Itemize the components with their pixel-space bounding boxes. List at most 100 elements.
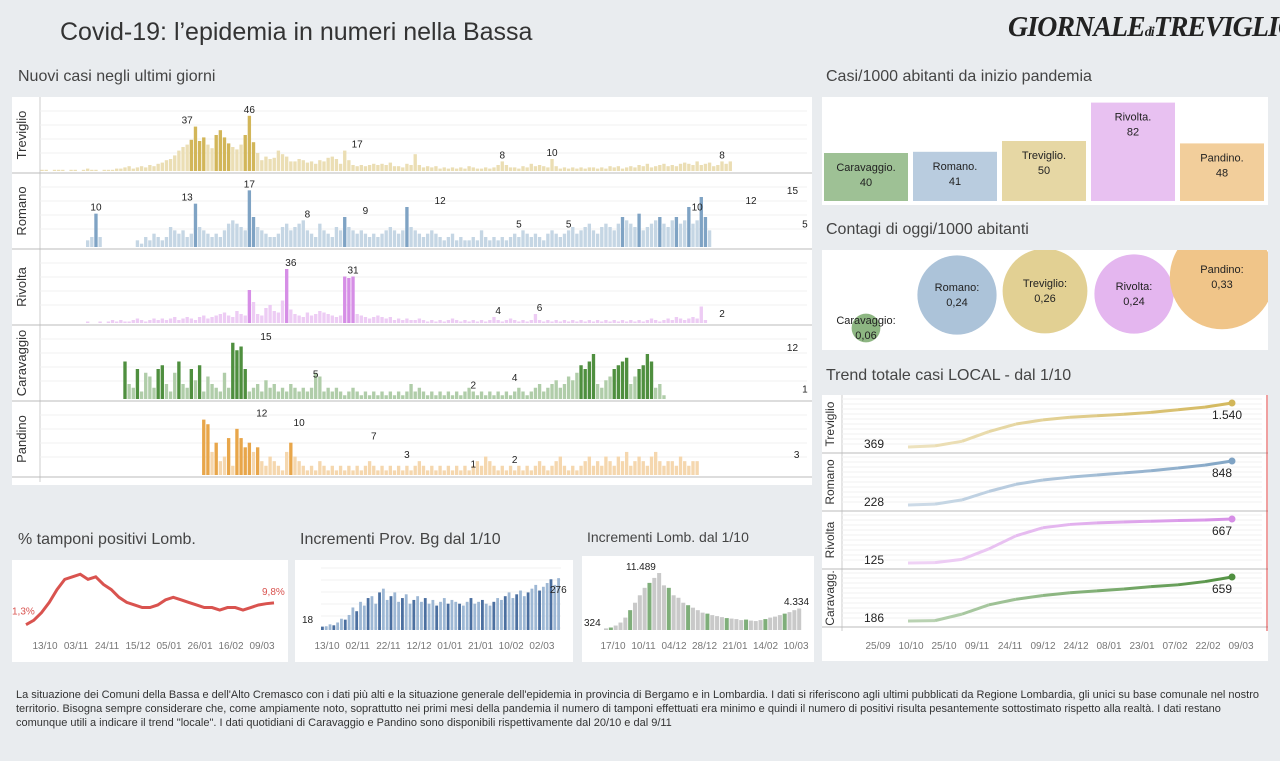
daily-bar-pandino [670, 461, 674, 475]
logo-main-a: GIORNALE [1008, 12, 1146, 43]
provbg-bar [503, 596, 507, 630]
daily-bar-romano [554, 233, 558, 247]
daily-bar-caravaggio [152, 387, 156, 399]
today-value-label: 0,33 [1211, 279, 1232, 291]
daily-bar-caravaggio [255, 384, 260, 399]
trend-end-label: 659 [1212, 582, 1232, 596]
daily-bar-treviglio [218, 130, 223, 171]
daily-bar-romano [421, 237, 426, 247]
daily-bar-romano [600, 227, 604, 247]
provbg-bar [378, 592, 381, 630]
daily-bar-rivolta [289, 309, 293, 323]
daily-bar-treviglio [160, 162, 164, 171]
daily-data-label-caravaggio: 5 [313, 369, 319, 380]
daily-bar-treviglio [604, 168, 608, 171]
daily-bar-treviglio [554, 166, 558, 171]
provbg-x-tick: 13/10 [314, 641, 339, 652]
provbg-bar [408, 603, 412, 630]
daily-bar-romano [359, 230, 363, 247]
provbg-bar [404, 594, 408, 630]
trend-line-segment [1204, 459, 1233, 467]
daily-bar-caravaggio [434, 395, 438, 399]
daily-bar-romano [645, 227, 650, 247]
daily-bar-treviglio [699, 165, 703, 171]
daily-bar-treviglio [521, 166, 525, 171]
daily-bar-rivolta [467, 321, 471, 323]
per1000-bar [1180, 143, 1264, 201]
trend-x-tick: 24/12 [1063, 641, 1088, 652]
trend-x-tick: 24/11 [998, 641, 1023, 652]
daily-bar-romano [442, 240, 446, 247]
daily-bar-caravaggio [467, 387, 471, 399]
daily-bar-rivolta [629, 320, 633, 323]
daily-bar-treviglio [558, 168, 562, 171]
daily-bar-pandino [600, 465, 604, 475]
provbg-bar [492, 601, 496, 630]
daily-bar-caravaggio [127, 384, 131, 399]
daily-bar-rivolta [139, 320, 144, 323]
daily-bar-romano [454, 240, 459, 247]
section-title-today: Contagi di oggi/1000 abitanti [826, 221, 1029, 238]
daily-bar-romano [587, 223, 592, 247]
daily-bar-rivolta [243, 315, 247, 323]
daily-bar-treviglio [728, 161, 732, 171]
daily-bar-caravaggio [529, 391, 533, 399]
daily-bar-treviglio [550, 159, 554, 171]
daily-bar-pandino [351, 470, 355, 475]
daily-bar-treviglio [687, 163, 691, 171]
trend-line-segment [988, 534, 1017, 551]
daily-bar-romano [276, 233, 281, 247]
trend-end-dot [1228, 573, 1236, 581]
daily-bar-caravaggio [380, 391, 384, 399]
provbg-bar [515, 594, 519, 630]
daily-bar-caravaggio [314, 372, 318, 399]
daily-bar-pandino [488, 461, 492, 475]
daily-bar-treviglio [425, 166, 430, 171]
daily-data-label-rivolta: 4 [495, 306, 501, 317]
daily-bar-romano [529, 237, 533, 247]
daily-data-label-pandino: 7 [371, 432, 377, 443]
daily-bar-rivolta [181, 318, 185, 323]
daily-bar-romano [239, 227, 243, 247]
daily-bar-pandino [285, 451, 289, 475]
daily-bar-rivolta [119, 320, 123, 323]
daily-bar-pandino [537, 461, 542, 475]
daily-bar-caravaggio [475, 395, 480, 399]
section-title-new-cases: Nuovi casi negli ultimi giorni [18, 68, 216, 85]
provbg-bar [336, 622, 340, 630]
daily-bar-pandino [255, 447, 260, 475]
lomb-bar [710, 615, 715, 630]
daily-bar-treviglio [396, 166, 401, 171]
daily-bar-treviglio [624, 167, 629, 171]
daily-bar-romano [571, 227, 575, 247]
daily-bar-romano [384, 230, 388, 247]
daily-bar-rivolta [160, 318, 164, 323]
lomb-bar [657, 573, 662, 630]
daily-bar-rivolta [695, 318, 699, 323]
daily-bar-pandino [529, 470, 533, 475]
daily-bar-rivolta [156, 320, 160, 323]
daily-bar-treviglio [372, 163, 376, 171]
daily-bar-rivolta [425, 321, 430, 323]
lomb-bar [777, 615, 782, 630]
daily-bar-treviglio [450, 167, 455, 171]
daily-bar-pandino [624, 451, 629, 475]
daily-bar-treviglio [562, 167, 567, 171]
daily-bar-caravaggio [571, 380, 575, 399]
daily-bar-rivolta [525, 321, 529, 323]
daily-bar-caravaggio [517, 387, 521, 399]
trend-line-segment [1042, 475, 1071, 482]
daily-bar-pandino [591, 465, 596, 475]
daily-bar-rivolta [173, 317, 177, 323]
provbg-bar [385, 599, 389, 630]
trend-line-segment [1123, 469, 1152, 475]
daily-bar-pandino [604, 456, 608, 475]
daily-bar-pandino [687, 465, 691, 475]
daily-bar-romano [396, 233, 401, 247]
daily-bar-caravaggio [260, 391, 264, 399]
daily-bar-caravaggio [318, 376, 322, 399]
daily-data-label-caravaggio: 1 [802, 384, 808, 395]
trend-line-segment [1042, 415, 1071, 422]
trend-line-segment [1096, 520, 1125, 525]
daily-bar-pandino [612, 465, 616, 475]
